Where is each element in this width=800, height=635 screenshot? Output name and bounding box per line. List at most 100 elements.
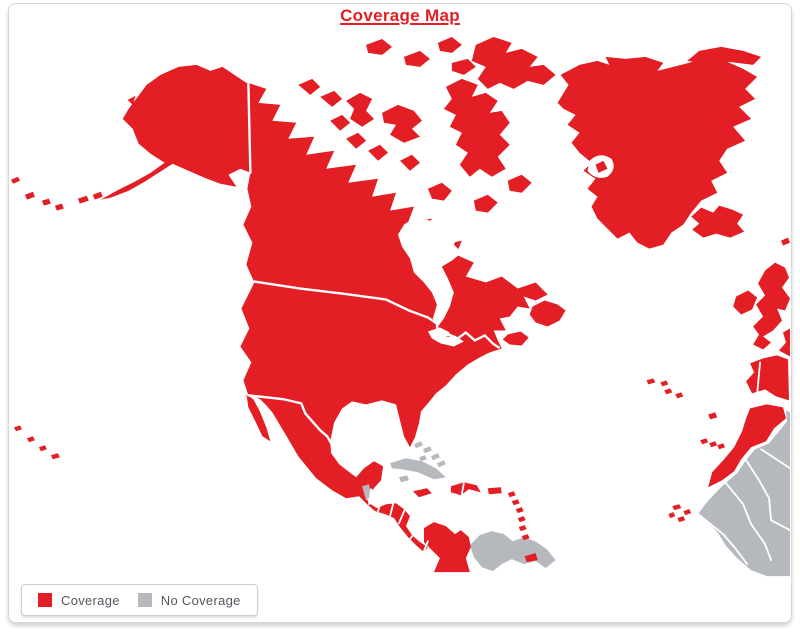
arctic-island bbox=[330, 114, 351, 131]
borders-central-america bbox=[368, 488, 429, 553]
border-segment bbox=[770, 519, 791, 532]
aleutian-islet bbox=[41, 198, 51, 206]
hawaii-islet bbox=[26, 436, 35, 443]
region-alaska-island bbox=[127, 95, 136, 105]
arctic-island bbox=[473, 194, 498, 213]
canary-islet bbox=[717, 443, 726, 450]
region-nova-scotia bbox=[502, 331, 529, 346]
coverage-swatch bbox=[38, 593, 52, 607]
page-title: Coverage Map bbox=[340, 6, 460, 25]
aleutian-islet bbox=[54, 203, 64, 211]
border-segment bbox=[724, 481, 752, 526]
madeira-islet bbox=[708, 412, 718, 420]
hawaii-islet bbox=[13, 425, 22, 432]
arctic-island bbox=[366, 38, 393, 55]
arctic-island bbox=[400, 154, 420, 171]
aleutian-islet bbox=[77, 195, 89, 204]
region-isla-juventud bbox=[399, 475, 409, 483]
region-morocco-western-sahara bbox=[708, 404, 787, 488]
region-belize bbox=[362, 484, 372, 501]
aleutian-islet bbox=[10, 176, 20, 184]
region-alaska bbox=[100, 64, 251, 200]
azores-islet bbox=[664, 388, 673, 395]
border-segment bbox=[750, 523, 772, 561]
region-west-africa bbox=[698, 410, 791, 577]
aleutian-islet bbox=[24, 191, 35, 200]
region-france-edge bbox=[779, 328, 791, 357]
border-hispaniola-internal bbox=[460, 482, 465, 496]
region-iberia bbox=[746, 355, 790, 401]
antilles-islet bbox=[511, 499, 520, 506]
border-segment bbox=[368, 488, 372, 506]
border-us-canada bbox=[253, 280, 500, 349]
region-greenland-north-strip bbox=[687, 46, 762, 65]
political-boundaries bbox=[247, 82, 791, 565]
no-coverage-group bbox=[362, 410, 791, 577]
border-segment bbox=[697, 513, 737, 550]
cape-verde-islet bbox=[677, 516, 686, 523]
coverage-label: Coverage bbox=[61, 592, 120, 608]
border-segment bbox=[389, 499, 395, 518]
azores-islet bbox=[675, 392, 684, 399]
cape-verde-islet bbox=[668, 512, 676, 519]
border-segment bbox=[423, 540, 429, 553]
region-cuba bbox=[390, 458, 446, 480]
arctic-island bbox=[451, 58, 476, 75]
border-segment bbox=[377, 496, 383, 513]
region-canadian-arctic-archipelago bbox=[298, 36, 556, 213]
region-trinidad bbox=[524, 553, 538, 563]
antilles-islet bbox=[515, 507, 524, 514]
cape-verde-islet bbox=[672, 504, 682, 511]
border-iberia-internal bbox=[756, 361, 761, 396]
border-segment bbox=[745, 459, 772, 522]
arctic-island bbox=[346, 92, 375, 127]
border-segment bbox=[398, 508, 406, 525]
antilles-islet bbox=[517, 516, 526, 523]
cape-verde-islet bbox=[683, 509, 692, 516]
arctic-island bbox=[346, 132, 367, 149]
arctic-island bbox=[427, 182, 452, 201]
north-america-group bbox=[100, 64, 566, 553]
arctic-island bbox=[507, 174, 532, 193]
region-aleutian-islands bbox=[10, 176, 103, 211]
arctic-island bbox=[443, 78, 510, 177]
arctic-island bbox=[403, 50, 430, 67]
canary-islet bbox=[709, 441, 718, 448]
region-bahamas bbox=[413, 441, 446, 468]
bahamas-islet bbox=[436, 460, 446, 468]
bahamas-islet bbox=[413, 441, 423, 449]
legend-item-no-coverage: No Coverage bbox=[137, 592, 241, 608]
canary-islet bbox=[700, 438, 709, 445]
region-atlantic-islands bbox=[646, 378, 726, 523]
antilles-islet bbox=[521, 534, 530, 541]
no-coverage-swatch bbox=[137, 593, 152, 607]
disko-island bbox=[595, 160, 608, 173]
no-coverage-label: No Coverage bbox=[160, 592, 241, 608]
region-baja-california bbox=[246, 394, 271, 442]
coverage-map bbox=[10, 36, 791, 577]
bahamas-islet bbox=[418, 455, 427, 462]
border-segment bbox=[734, 547, 749, 565]
arctic-island bbox=[382, 104, 422, 143]
arctic-island bbox=[298, 78, 321, 95]
region-colombia bbox=[423, 522, 471, 573]
azores-islet bbox=[646, 378, 656, 385]
hudson-bay bbox=[398, 214, 462, 327]
antilles-islet bbox=[518, 525, 527, 532]
region-jamaica bbox=[412, 488, 432, 498]
border-segment bbox=[760, 448, 791, 470]
bahamas-islet bbox=[430, 453, 440, 461]
border-us-mexico bbox=[247, 394, 333, 445]
hawaii-islet bbox=[38, 445, 47, 452]
legend-item-coverage: Coverage bbox=[38, 593, 120, 608]
border-alaska-canada bbox=[247, 82, 252, 174]
region-iceland bbox=[691, 205, 745, 238]
region-hawaii bbox=[13, 425, 60, 460]
hawaii-islet bbox=[50, 453, 60, 460]
region-united-kingdom bbox=[753, 262, 791, 350]
aleutian-islet bbox=[92, 191, 103, 200]
arctic-island bbox=[471, 36, 556, 89]
arctic-island bbox=[368, 144, 389, 161]
region-greenland-group bbox=[557, 46, 791, 249]
region-newfoundland bbox=[529, 300, 566, 327]
